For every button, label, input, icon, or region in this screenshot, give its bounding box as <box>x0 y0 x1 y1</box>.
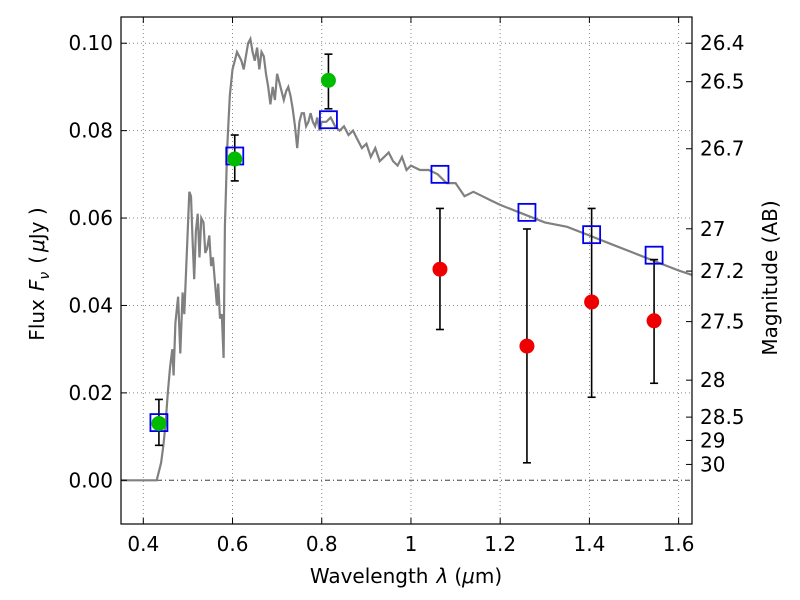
non-detection-point <box>519 338 535 354</box>
tick-labels: 0.4 0.6 0.8 1 1.2 1.4 1.6 0.00 0.02 0.04 0.06 0.08 0… <box>68 31 744 556</box>
y2-tick-label: 27 <box>700 217 725 241</box>
x-tick-label: 0.6 <box>217 532 249 556</box>
y2-tick-label: 26.5 <box>700 70 745 94</box>
y-tick-label: 0.00 <box>68 468 113 492</box>
non-detection-point <box>432 261 448 277</box>
plot-frame <box>120 16 693 525</box>
y2-tick-label: 26.4 <box>700 31 745 55</box>
y-tick-label: 0.02 <box>68 381 113 405</box>
x-tick-label: 0.8 <box>306 532 338 556</box>
sed-curve-layer <box>121 35 693 482</box>
x-tick-label: 1.4 <box>573 532 605 556</box>
model-square-marker <box>319 110 338 130</box>
detection-point <box>151 415 167 431</box>
y2-tick-label: 27.2 <box>700 259 745 283</box>
model-square-marker <box>149 413 169 433</box>
x-tick-label: 0.4 <box>127 532 159 556</box>
y-tick-label: 0.04 <box>68 293 113 317</box>
y-axis-title: FluxFν(μJy ) <box>25 207 53 340</box>
y2-tick-label: 29 <box>700 428 725 452</box>
grid-lines <box>121 17 692 524</box>
x-axis-title: Wavelength λ (μm) <box>310 564 502 588</box>
error-bars <box>154 53 659 464</box>
detection-point <box>227 151 243 167</box>
y-tick-label: 0.06 <box>68 206 113 230</box>
model-square-marker <box>517 202 537 222</box>
data-markers <box>149 72 664 433</box>
model-square-marker <box>430 164 450 184</box>
x-tick-label: 1.2 <box>484 532 516 556</box>
y2-axis-title: Magnitude (AB) <box>758 200 782 355</box>
tick-marks <box>121 17 692 524</box>
y2-tick-label: 27.5 <box>700 310 745 334</box>
detection-point <box>320 72 336 88</box>
y2-tick-label: 28 <box>700 368 725 392</box>
y2-tick-label: 28.5 <box>700 405 745 429</box>
non-detection-point <box>646 313 662 329</box>
y-tick-label: 0.10 <box>68 31 113 55</box>
sed-model-curve <box>121 35 693 482</box>
y2-tick-label: 30 <box>700 452 725 476</box>
non-detection-point <box>584 294 600 310</box>
x-tick-label: 1.6 <box>663 532 695 556</box>
y-tick-label: 0.08 <box>68 119 113 143</box>
y2-tick-label: 26.7 <box>700 137 745 161</box>
model-square-marker <box>582 225 602 245</box>
model-square-marker <box>644 245 664 265</box>
x-tick-label: 1 <box>405 532 418 556</box>
